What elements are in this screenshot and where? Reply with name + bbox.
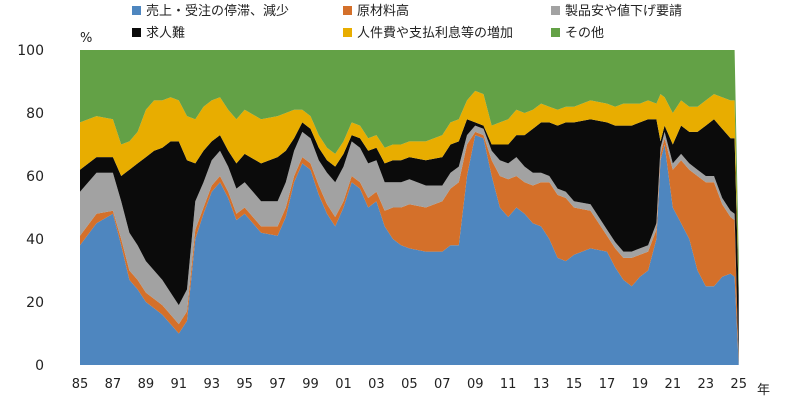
x-tick-label: 03: [368, 377, 385, 392]
legend-swatch-3: [551, 6, 560, 15]
x-tick-label: 19: [632, 377, 649, 392]
area-series-3: [80, 125, 739, 365]
legend-swatch-5: [343, 28, 352, 37]
plot-area: [80, 50, 739, 365]
legend-swatch-2: [343, 6, 352, 15]
x-tick-label: 17: [599, 377, 616, 392]
legend-label-2: 原材料高: [357, 3, 409, 19]
y-tick-label: 80: [26, 106, 44, 122]
legend-swatch-6: [551, 28, 560, 37]
x-tick-label: 11: [500, 377, 517, 392]
x-tick-label: 85: [72, 377, 89, 392]
area-series-1: [80, 135, 739, 365]
x-tick-label: 23: [697, 377, 714, 392]
legend-label-3: 製品安や値下げ要請: [565, 3, 682, 19]
y-tick-label: 60: [26, 169, 44, 185]
x-tick-label: 91: [171, 377, 188, 392]
area-series-5: [80, 90, 739, 296]
legend-swatch-4: [132, 28, 141, 37]
area-series-6: [80, 50, 739, 296]
x-tick-label: 99: [302, 377, 319, 392]
area-series-2: [80, 131, 739, 365]
x-tick-label: 89: [138, 377, 155, 392]
legend-label-4: 求人難: [146, 26, 185, 41]
x-tick-label: 01: [335, 377, 352, 392]
x-tick-label: 25: [730, 377, 747, 392]
x-tick-label: 15: [566, 377, 583, 392]
x-tick-label: 93: [203, 377, 220, 392]
legend-label-5: 人件費や支払利息等の増加: [357, 25, 513, 41]
x-tick-label: 13: [533, 377, 550, 392]
axes: 0 20 40 60 80 100% 85 87 89 91 93 95 97 99 01 03 05 07 09 1…: [17, 31, 770, 398]
y-tick-label: 100: [17, 43, 44, 59]
legend-label-1: 売上・受注の停滞、減少: [146, 3, 289, 19]
x-axis-unit-label: 年: [757, 383, 770, 398]
y-tick-label: 20: [26, 295, 44, 311]
legend-swatch-1: [132, 6, 141, 15]
y-tick-label: 40: [26, 232, 44, 248]
area-series-4: [80, 119, 739, 365]
x-tick-label: 97: [269, 377, 286, 392]
x-tick-label: 21: [665, 377, 682, 392]
x-tick-label: 95: [236, 377, 253, 392]
x-tick-label: 05: [401, 377, 418, 392]
x-tick-label: 07: [434, 377, 451, 392]
x-tick-label: 09: [467, 377, 484, 392]
y-tick-label: 0: [35, 358, 44, 374]
y-axis-unit-label: %: [80, 31, 92, 46]
x-tick-label: 87: [105, 377, 122, 392]
legend-label-6: その他: [565, 26, 604, 41]
